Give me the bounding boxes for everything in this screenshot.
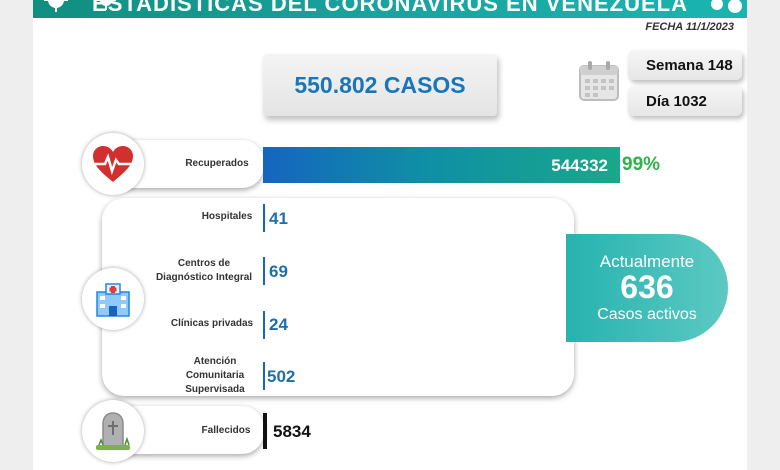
facility-label-cdi: Centros de Diagnóstico Integral: [155, 258, 253, 283]
active-cases-badge: Actualmente 636 Casos activos: [566, 234, 728, 342]
active-label-top: Actualmente: [599, 252, 695, 271]
recovered-bar: 544332: [263, 147, 620, 183]
heart-icon: [93, 146, 133, 182]
facility-value-cdi: 69: [269, 262, 288, 281]
date-label: FECHA 11/1/2023: [645, 21, 734, 33]
facility-value-acs: 502: [267, 367, 296, 386]
title-banner: ESTADÍSTICAS DEL CORONAVIRUS EN VENEZUEL…: [33, 0, 747, 18]
recovered-percent: 99%: [622, 154, 661, 175]
virus-icon: [711, 0, 742, 13]
active-cases-number: 636: [620, 269, 674, 305]
hospital-icon: [96, 283, 130, 317]
facility-value-hospitales: 41: [269, 209, 288, 228]
facility-bar-clinicas: [263, 311, 265, 339]
day-pill: Día 1032: [628, 86, 742, 116]
facility-label-clinicas: Clínicas privadas: [170, 318, 254, 329]
facility-bar-acs: [263, 362, 265, 390]
heart-icon-circle: [82, 133, 144, 195]
day-label: Día 1032: [646, 92, 707, 110]
recovered-value: 544332: [551, 156, 608, 175]
banner-title: ESTADÍSTICAS DEL CORONAVIRUS EN VENEZUEL…: [92, 0, 688, 16]
facility-label-hospitales: Hospitales: [201, 211, 253, 222]
deaths-value: 5834: [273, 422, 311, 441]
tombstone-icon: [96, 412, 130, 450]
hospital-icon-circle: [82, 268, 144, 330]
week-pill: Semana 148: [628, 50, 742, 80]
active-label-bottom: Casos activos: [597, 306, 697, 323]
virus-icon: [44, 0, 68, 12]
total-cases-box: 550.802 CASOS: [263, 54, 497, 116]
recovered-label: Recuperados: [185, 158, 249, 169]
deaths-bar: [263, 413, 267, 449]
virus-icon: [96, 0, 116, 10]
facility-bar-cdi: [263, 257, 265, 285]
calendar-icon: [579, 61, 619, 101]
facility-value-clinicas: 24: [269, 315, 288, 334]
deaths-label: Fallecidos: [201, 425, 251, 436]
facility-bar-hospitales: [263, 204, 265, 232]
total-cases-value: 550.802 CASOS: [294, 71, 466, 98]
week-label: Semana 148: [646, 56, 733, 74]
facility-label-acs: Atención Comunitaria Supervisada: [185, 356, 245, 395]
facilities-panel: [102, 198, 574, 396]
tombstone-icon-circle: [82, 400, 144, 462]
